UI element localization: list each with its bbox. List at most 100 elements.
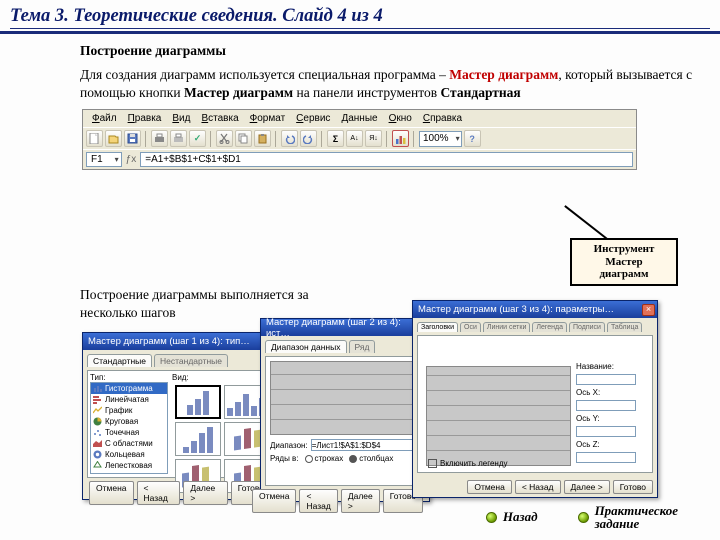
- wizard-button[interactable]: < Назад: [137, 481, 181, 505]
- text-input[interactable]: [576, 452, 636, 463]
- save-icon[interactable]: [124, 130, 141, 147]
- menu-item[interactable]: Файл: [87, 112, 122, 125]
- wiz1-type-label: Тип:: [90, 373, 168, 382]
- tab[interactable]: Подписи: [569, 322, 605, 332]
- slide-title: Тема 3. Теоретические сведения. Слайд 4 …: [0, 0, 720, 34]
- nav-back[interactable]: Назад: [486, 509, 538, 525]
- wiz2-range-input[interactable]: [311, 439, 423, 451]
- tab[interactable]: Заголовки: [417, 322, 458, 332]
- chart-wizard-step2: Мастер диаграмм (шаг 2 из 4): ист… × Диа…: [260, 318, 430, 502]
- tab-range[interactable]: Диапазон данных: [265, 340, 347, 353]
- preview-icon[interactable]: [170, 130, 187, 147]
- menu-item[interactable]: Сервис: [291, 112, 335, 125]
- wiz3-buttons: Отмена< НазадДалее >Готово: [465, 477, 655, 496]
- wiz3-tabs: ЗаголовкиОсиЛинии сеткиЛегендаПодписиТаб…: [417, 322, 653, 332]
- copy-icon[interactable]: [235, 130, 252, 147]
- menu-item[interactable]: Формат: [245, 112, 291, 125]
- tab[interactable]: Оси: [460, 322, 481, 332]
- menu-item[interactable]: Окно: [384, 112, 417, 125]
- para-bold: Мастер диаграмм: [184, 85, 293, 100]
- wiz1-type-list[interactable]: ГистограммаЛинейчатаяГрафикКруговаяТочеч…: [90, 382, 168, 474]
- zoom-combo[interactable]: 100%: [419, 131, 462, 147]
- wiz3-body: ЗаголовкиОсиЛинии сеткиЛегендаПодписиТаб…: [413, 318, 657, 478]
- tab[interactable]: Легенда: [532, 322, 567, 332]
- cut-icon[interactable]: [216, 130, 233, 147]
- bottom-nav: Назад Практическое задание: [486, 504, 678, 530]
- bullet-icon: [486, 512, 497, 523]
- fx-label: ƒx: [126, 154, 137, 165]
- autosum-icon[interactable]: Σ: [327, 130, 344, 147]
- text-input[interactable]: [576, 426, 636, 437]
- tab-custom[interactable]: Нестандартные: [154, 354, 228, 367]
- callout-box: Инструмент Мастер диаграмм: [570, 238, 678, 286]
- paste-icon[interactable]: [254, 130, 271, 147]
- chart-thumb[interactable]: [175, 422, 221, 456]
- sort-desc-icon[interactable]: Я↓: [365, 130, 382, 147]
- list-item[interactable]: Точечная: [91, 427, 167, 438]
- wiz2-preview-chart: [270, 361, 420, 435]
- menu-item[interactable]: Справка: [418, 112, 467, 125]
- wiz2-radio-cols[interactable]: столбцах: [349, 454, 393, 463]
- standard-toolbar: ✓ ΣА↓Я↓ 100%?: [83, 127, 636, 149]
- print-icon[interactable]: [151, 130, 168, 147]
- chart-thumb[interactable]: [175, 385, 221, 419]
- list-item[interactable]: С областями: [91, 438, 167, 449]
- para-text-a: Для создания диаграмм используется специ…: [80, 67, 449, 82]
- toolbar-separator: [413, 131, 415, 147]
- list-item[interactable]: Круговая: [91, 416, 167, 427]
- menu-item[interactable]: Вставка: [196, 112, 243, 125]
- menu-item[interactable]: Правка: [123, 112, 167, 125]
- close-icon[interactable]: ×: [642, 304, 655, 316]
- wizard-button[interactable]: Далее >: [341, 489, 380, 513]
- list-item[interactable]: Лепестковая: [91, 460, 167, 471]
- field-row: Название:: [576, 362, 646, 371]
- nav-task[interactable]: Практическое задание: [578, 504, 678, 530]
- wizard-button[interactable]: < Назад: [515, 480, 561, 494]
- new-icon[interactable]: [86, 130, 103, 147]
- redo-icon[interactable]: [300, 130, 317, 147]
- wiz3-preview-chart: [426, 366, 571, 466]
- menu-bar: ФайлПравкаВидВставкаФорматСервисДанныеОк…: [83, 110, 636, 127]
- wiz1-titlebar: Мастер диаграмм (шаг 1 из 4): тип… ×: [83, 333, 277, 350]
- nav-back-label: Назад: [503, 509, 538, 525]
- wizard-button[interactable]: Отмена: [467, 480, 512, 494]
- wizard-button[interactable]: Далее >: [564, 480, 610, 494]
- help-icon[interactable]: ?: [464, 130, 481, 147]
- list-item[interactable]: Кольцевая: [91, 449, 167, 460]
- name-box[interactable]: F1: [86, 152, 122, 167]
- open-icon[interactable]: [105, 130, 122, 147]
- undo-icon[interactable]: [281, 130, 298, 147]
- tab-standard[interactable]: Стандартные: [87, 354, 152, 367]
- wiz3-legend-checkbox[interactable]: Включить легенду: [428, 459, 508, 468]
- field-row: Ось X:: [576, 388, 646, 397]
- wizard-button[interactable]: Далее >: [183, 481, 227, 505]
- wizard-button[interactable]: Отмена: [252, 489, 297, 513]
- list-item[interactable]: График: [91, 405, 167, 416]
- tab-series[interactable]: Ряд: [349, 340, 376, 353]
- field-row: Ось Y:: [576, 414, 646, 423]
- para-red: Мастер диаграмм: [449, 67, 558, 82]
- list-item[interactable]: Гистограмма: [91, 383, 167, 394]
- chart-wizard-step1: Мастер диаграмм (шаг 1 из 4): тип… × Ста…: [82, 332, 278, 500]
- wiz2-titlebar: Мастер диаграмм (шаг 2 из 4): ист… ×: [261, 319, 429, 336]
- wizard-button[interactable]: Готово: [613, 480, 653, 494]
- menu-item[interactable]: Вид: [167, 112, 195, 125]
- wizard-button[interactable]: Отмена: [89, 481, 134, 505]
- formula-bar: F1 ƒx =A1+$B$1+C$1+$D1: [83, 149, 636, 169]
- wiz2-radio-rows[interactable]: строках: [305, 454, 344, 463]
- chart-wizard-icon[interactable]: [392, 130, 409, 147]
- wiz3-fields: Название: Ось X: Ось Y: Ось Z:: [576, 362, 646, 463]
- tab[interactable]: Линии сетки: [483, 322, 530, 332]
- tab[interactable]: Таблица: [607, 322, 642, 332]
- text-input[interactable]: [576, 400, 636, 411]
- field-row: Ось Z:: [576, 440, 646, 449]
- sort-asc-icon[interactable]: А↓: [346, 130, 363, 147]
- wizard-button[interactable]: < Назад: [299, 489, 337, 513]
- formula-input[interactable]: =A1+$B$1+C$1+$D1: [140, 152, 633, 167]
- wiz3-title: Мастер диаграмм (шаг 3 из 4): параметры…: [418, 304, 614, 315]
- text-input[interactable]: [576, 374, 636, 385]
- list-item[interactable]: Линейчатая: [91, 394, 167, 405]
- menu-item[interactable]: Данные: [336, 112, 382, 125]
- spell-icon[interactable]: ✓: [189, 130, 206, 147]
- toolbar-separator: [210, 131, 212, 147]
